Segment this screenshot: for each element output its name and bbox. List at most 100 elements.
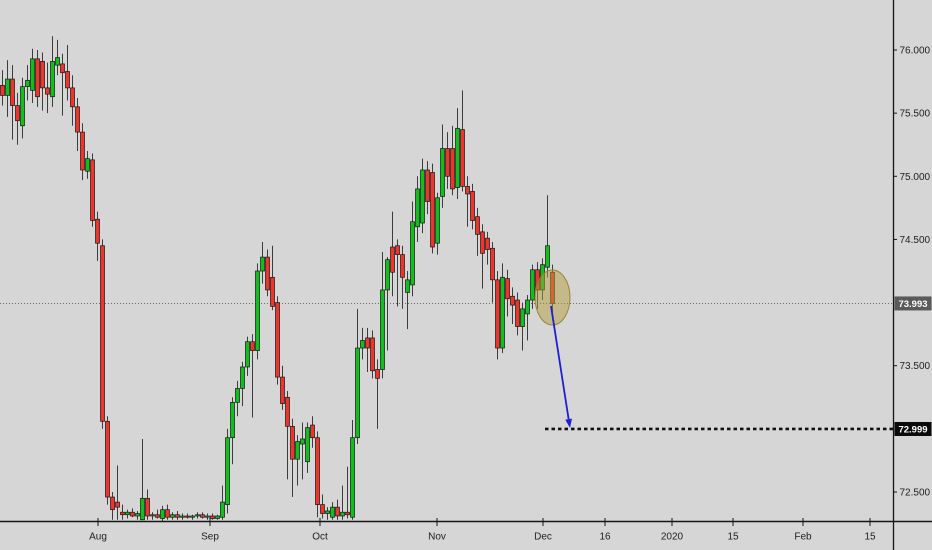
candle <box>370 330 375 379</box>
time-tick-label: Nov <box>428 532 446 543</box>
candle-body <box>40 61 45 89</box>
candle <box>285 390 290 480</box>
time-tick-label: Oct <box>312 532 328 543</box>
candle <box>545 195 550 278</box>
candle-body <box>85 158 90 172</box>
candle <box>310 416 315 448</box>
candle <box>205 513 210 520</box>
candle-body <box>55 57 60 66</box>
candle <box>100 239 105 429</box>
candle <box>35 50 40 107</box>
candle-body <box>190 515 195 518</box>
candle <box>470 183 475 230</box>
candle <box>300 422 305 480</box>
candle-body <box>530 269 535 301</box>
candle <box>510 287 515 325</box>
arrow-head-icon <box>565 418 572 428</box>
candle <box>380 252 385 379</box>
highlight-ellipse[interactable] <box>534 269 571 326</box>
candle <box>30 48 35 104</box>
candle-body <box>520 308 525 327</box>
candle-body <box>195 514 200 517</box>
time-tick-label: 16 <box>599 532 611 543</box>
candle <box>410 201 415 297</box>
candle-body <box>450 148 455 190</box>
candle <box>460 90 465 192</box>
candle <box>25 65 30 101</box>
time-tick-label: 2020 <box>661 532 684 543</box>
price-tick-label: 73.500 <box>900 361 931 372</box>
candle-body <box>360 340 365 349</box>
price-tick-label: 75.000 <box>900 172 931 183</box>
candle-body <box>400 254 405 278</box>
candle-body <box>395 245 400 255</box>
candle <box>450 125 455 196</box>
candle <box>390 211 395 297</box>
candle <box>365 327 370 373</box>
candle <box>10 65 15 140</box>
candle-body <box>545 245 550 268</box>
price-badge-label: 72.999 <box>898 425 927 436</box>
candle <box>105 416 110 505</box>
candle-body <box>265 256 270 291</box>
candle-body <box>180 515 185 518</box>
candle-body <box>270 276 275 307</box>
candle <box>180 513 185 520</box>
candle-body <box>145 497 150 517</box>
candle-body <box>340 511 345 517</box>
candle <box>435 192 440 255</box>
candle <box>85 151 90 179</box>
candle <box>425 161 430 215</box>
candle-body <box>315 437 320 505</box>
price-badge-bg <box>894 421 932 436</box>
candle <box>480 224 485 289</box>
candle-body <box>185 515 190 518</box>
candle-body <box>415 188 420 228</box>
time-tick-label: Aug <box>89 532 107 543</box>
candle-body <box>485 237 490 250</box>
candle-body <box>45 87 50 95</box>
candle-body <box>230 401 235 439</box>
candle-body <box>275 302 280 378</box>
time-tick-label: Feb <box>794 532 812 543</box>
candle-body <box>420 169 425 224</box>
candle <box>295 435 300 486</box>
candle-body <box>65 71 70 89</box>
candle <box>455 108 460 200</box>
candle <box>220 485 225 520</box>
candles-layer <box>0 36 555 522</box>
candle-body <box>345 511 350 516</box>
candle-body <box>280 376 285 404</box>
candle <box>520 302 525 351</box>
candle <box>90 153 95 227</box>
candle-body <box>120 511 125 516</box>
candle <box>5 60 10 117</box>
candle-body <box>330 506 335 518</box>
price-tick-label: 72.500 <box>900 487 931 498</box>
candle <box>70 75 75 126</box>
candle-body <box>60 63 65 74</box>
candle-body <box>160 509 165 519</box>
candle-body <box>435 197 440 244</box>
candle <box>265 249 270 297</box>
projection-arrow[interactable] <box>550 305 572 428</box>
candle <box>445 132 450 189</box>
candle-body <box>390 246 395 273</box>
price-axis[interactable]: 76.000 75.500 75.000 74.500 73.500 72.500 <box>893 46 931 499</box>
candle-body <box>225 437 230 505</box>
candle <box>55 39 60 76</box>
candle <box>420 158 425 234</box>
candle-body <box>90 159 95 221</box>
candle <box>190 514 195 520</box>
candle-body <box>410 221 415 286</box>
candle <box>400 245 405 309</box>
candle-body <box>355 347 360 439</box>
candle <box>175 510 180 520</box>
candle-body <box>105 420 110 498</box>
time-axis[interactable]: Aug Sep Oct Nov Dec 16 2020 15 Feb 15 <box>89 518 876 543</box>
candle-body <box>125 511 130 516</box>
candle-body <box>310 424 315 439</box>
candle <box>340 485 345 520</box>
